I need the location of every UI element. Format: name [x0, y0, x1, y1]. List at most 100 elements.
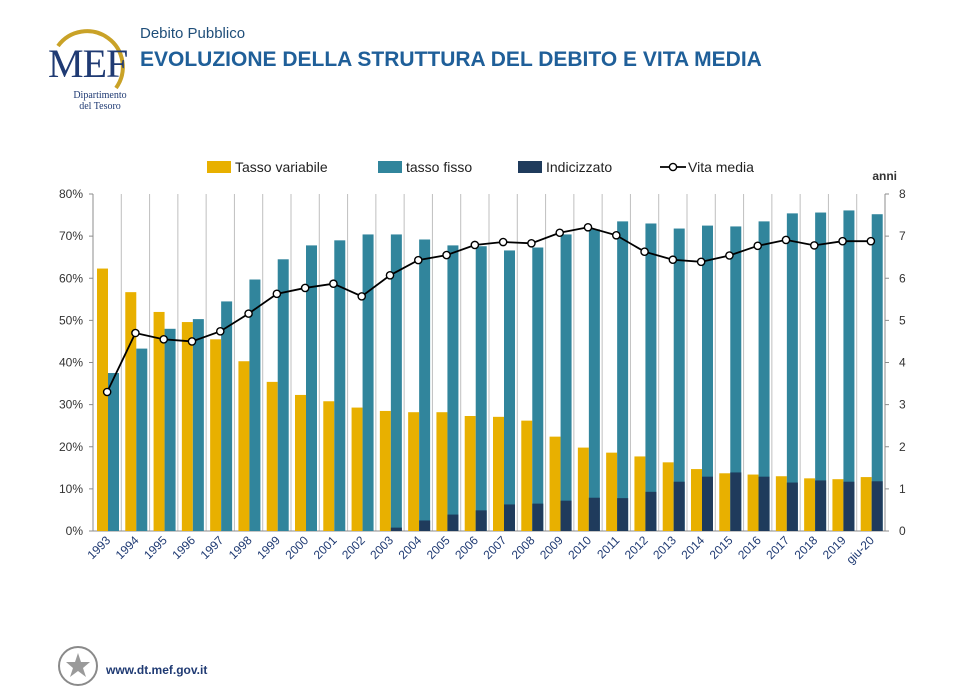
- x-tick-label: 2016: [735, 533, 764, 562]
- bar-tasso-variabile: [691, 469, 702, 531]
- bar-indicizzato: [532, 503, 544, 531]
- bar-tasso-variabile: [351, 407, 363, 531]
- right-tick-label: 7: [899, 229, 906, 243]
- x-tick-label: 2010: [565, 533, 594, 562]
- bar-indicizzato: [673, 481, 685, 531]
- brand-sub-line-2: del Tesoro: [79, 101, 121, 112]
- bar-tasso-fisso: [532, 247, 544, 531]
- bar-tasso-variabile: [747, 474, 759, 531]
- right-tick-label: 2: [899, 440, 906, 454]
- bar-tasso-variabile: [804, 478, 816, 531]
- bar-tasso-variabile: [125, 292, 137, 531]
- vita-media-point: [753, 241, 763, 251]
- bar-tasso-fisso: [390, 234, 402, 531]
- left-tick-label: 80%: [59, 187, 83, 201]
- bar-tasso-variabile: [153, 311, 165, 531]
- chart-bars: [97, 210, 883, 532]
- x-tick-label: 2001: [311, 533, 340, 562]
- bar-indicizzato: [815, 480, 827, 531]
- bar-tasso-fisso: [871, 214, 883, 531]
- vita-media-point: [611, 230, 621, 240]
- bar-tasso-fisso: [136, 348, 148, 531]
- bar-indicizzato: [475, 510, 487, 531]
- vita-media-point: [527, 238, 536, 248]
- vita-media-point: [413, 255, 423, 265]
- x-tick-label: 2013: [650, 533, 679, 562]
- bar-tasso-variabile: [719, 473, 731, 531]
- mef-logo-icon: [56, 29, 125, 90]
- bar-tasso-variabile: [775, 476, 787, 531]
- x-tick-label: 1995: [141, 533, 170, 562]
- x-tick-label: 2014: [678, 533, 707, 562]
- page-subtitle: Debito Pubblico: [140, 25, 246, 42]
- x-tick-label: 2011: [594, 533, 622, 561]
- vita-media-point: [555, 228, 565, 238]
- bar-indicizzato: [617, 498, 629, 531]
- bar-indicizzato: [447, 514, 459, 531]
- left-tick-label: 20%: [59, 440, 83, 454]
- x-tick-label: 2004: [396, 533, 425, 562]
- bar-tasso-fisso: [419, 239, 431, 531]
- bar-indicizzato: [702, 476, 713, 531]
- right-axis-title: anni: [872, 169, 897, 183]
- bar-tasso-variabile: [577, 447, 589, 531]
- vita-media-point: [102, 387, 112, 397]
- vita-media-point: [781, 235, 791, 245]
- legend-vita-media-label: Vita media: [688, 159, 754, 175]
- brand-sub-line-1: Dipartimento: [73, 90, 127, 101]
- italian-republic-emblem-icon: [58, 646, 98, 686]
- brand-logo-text: MEF: [48, 41, 128, 86]
- vita-media-point: [640, 247, 649, 257]
- bar-tasso-variabile: [295, 394, 306, 531]
- bar-tasso-variabile: [436, 412, 448, 531]
- bar-tasso-variabile: [379, 410, 391, 531]
- vita-media-point: [725, 251, 734, 260]
- vita-media-point: [244, 309, 253, 318]
- vita-media-point: [583, 222, 593, 232]
- bar-indicizzato: [560, 500, 572, 531]
- left-tick-label: 10%: [59, 482, 83, 496]
- bar-indicizzato: [758, 476, 770, 531]
- x-tick-label: giu-20: [843, 533, 877, 567]
- bar-tasso-fisso: [702, 225, 713, 531]
- x-tick-label: 2007: [480, 533, 509, 562]
- chart-legend: Tasso variabile tasso fisso Indicizzato Vit…: [207, 159, 754, 175]
- x-tick-label: 1994: [113, 533, 142, 562]
- bar-tasso-fisso: [758, 221, 770, 531]
- vita-media-point: [187, 337, 197, 346]
- vita-media-point: [866, 236, 876, 246]
- right-tick-label: 0: [899, 524, 906, 538]
- x-tick-label: 1993: [84, 533, 113, 562]
- x-tick-label: 2000: [282, 533, 311, 562]
- bar-indicizzato: [730, 472, 742, 531]
- x-tick-label: 1997: [198, 533, 227, 562]
- x-tick-label: 1996: [169, 533, 198, 562]
- vita-media-line: [106, 226, 871, 393]
- x-tick-label: 2018: [792, 533, 821, 562]
- x-tick-label: 2002: [339, 533, 368, 562]
- page-title: EVOLUZIONE DELLA STRUTTURA DEL DEBITO E …: [140, 48, 762, 71]
- bar-indicizzato: [843, 481, 855, 531]
- bar-indicizzato: [588, 497, 600, 531]
- bar-tasso-variabile: [549, 436, 561, 531]
- vita-media-point: [498, 237, 508, 247]
- bar-tasso-fisso: [843, 210, 855, 531]
- left-tick-label: 60%: [59, 271, 83, 285]
- legend-vita-media-swatch-marker: [668, 162, 678, 172]
- bar-tasso-fisso: [786, 213, 798, 531]
- x-tick-label: 2017: [763, 533, 792, 562]
- vita-media-point: [838, 236, 847, 246]
- left-tick-label: 70%: [59, 229, 83, 243]
- vita-media-point: [215, 327, 225, 336]
- bar-tasso-fisso: [617, 221, 629, 531]
- vita-media-point: [385, 271, 395, 280]
- bar-indicizzato: [871, 481, 883, 531]
- footer-url-link[interactable]: www.dt.mef.gov.it: [106, 663, 208, 677]
- right-tick-label: 6: [899, 271, 906, 285]
- bar-tasso-fisso: [108, 373, 119, 531]
- vita-media-point: [668, 255, 678, 265]
- vita-media-point: [329, 279, 338, 289]
- legend-indicizzato-swatch: [518, 161, 542, 173]
- legend-tasso-variabile-swatch: [207, 161, 231, 173]
- left-tick-label: 30%: [59, 398, 83, 412]
